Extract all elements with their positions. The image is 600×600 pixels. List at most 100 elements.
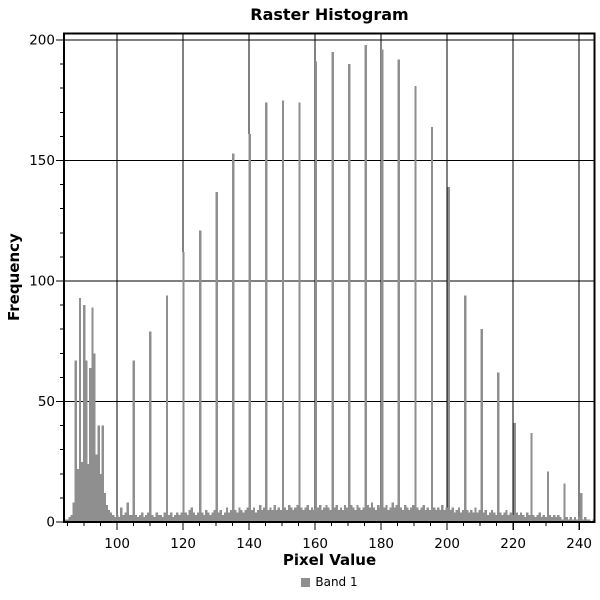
histogram-bar [271,509,274,522]
histogram-bar [93,353,96,522]
histogram-bar [329,509,332,522]
histogram-bar [341,509,345,522]
histogram-bar [250,509,254,522]
histogram-bar [147,512,150,522]
histogram-bar [178,514,181,522]
histogram-bar [219,509,222,522]
histogram-bar [536,514,539,522]
histogram-bar [374,509,378,522]
histogram-bar [468,512,471,522]
histogram-bar [66,519,69,522]
histogram-bar [176,512,179,522]
histogram-bar [283,507,287,522]
histogram-bar [312,509,316,522]
histogram-bar [97,425,100,522]
histogram-bar [579,493,583,522]
x-tick-label: 180 [368,536,394,552]
histogram-bar [379,507,382,522]
histogram-bar [524,517,527,522]
x-tick-label: 200 [434,536,460,552]
histogram-bar [459,512,463,522]
histogram-bar [74,360,78,522]
histogram-bar [544,517,548,522]
histogram-bar [586,519,589,522]
histogram-bar [474,507,477,522]
histogram-bar [194,514,198,522]
histogram-bar [476,512,479,522]
legend-label-band1: Band 1 [315,575,358,589]
histogram-bar [335,505,338,522]
histogram-bar [310,507,314,522]
histogram-bar [515,512,519,522]
histogram-bar [101,425,104,522]
plot-frame [63,32,596,523]
histogram-bar [449,509,452,522]
histogram-bar [80,461,84,522]
histogram-bar [130,514,133,522]
histogram-bar [532,514,535,522]
histogram-bar [582,519,585,522]
histogram-bar [242,512,245,522]
histogram-bar [221,514,225,522]
histogram-bar [406,507,409,522]
histogram-bar [155,512,158,522]
histogram-bar [503,512,506,522]
histogram-bar [540,517,543,522]
histogram-bar [304,507,307,522]
histogram-bar [64,519,67,522]
histogram-bar [180,512,183,522]
histogram-bar [159,514,162,522]
histogram-bar [348,64,351,522]
histogram-bar [399,507,403,522]
histogram-bar [482,512,485,522]
histogram-bar [588,519,591,522]
histogram-bar [360,509,363,522]
histogram-bar [356,505,359,522]
histogram-bar [387,509,390,522]
histogram-bar [528,514,531,522]
histogram-bar [428,509,432,522]
y-tick-label: 50 [38,394,55,410]
histogram-bar [292,509,295,522]
histogram-bar [207,512,210,522]
histogram-bar [285,509,289,522]
histogram-bar [302,509,305,522]
histogram-bar [441,505,444,522]
histogram-bar [248,133,251,523]
legend-marker-band1 [301,577,311,587]
histogram-bar [457,507,461,522]
histogram-bar [364,44,367,522]
histogram-bar [269,507,272,522]
histogram-bar [366,505,369,522]
histogram-bar [534,517,537,522]
histogram-bar [111,514,115,522]
histogram-bar [256,509,260,522]
histogram-bar [198,230,202,523]
histogram-bar [372,507,376,522]
histogram-bar [393,507,396,522]
histogram-bar [480,329,483,522]
histogram-bar [174,514,177,522]
histogram-bar [401,509,405,522]
histogram-bar [553,514,556,522]
histogram-bar [172,517,175,522]
histogram-bar [308,509,312,522]
histogram-bar [107,509,111,522]
histogram-bar [420,507,423,522]
histogram-bar [499,512,502,522]
histogram-bar [138,514,142,522]
histogram-bar [526,512,529,522]
histogram-bar [118,517,121,522]
histogram-bar [492,512,496,522]
histogram-bar [418,509,421,522]
histogram-bar [161,517,164,522]
histogram-bar [95,454,98,522]
histogram-bar [140,512,144,522]
histogram-bar [563,483,566,522]
histogram-bar [542,514,546,522]
histogram-bar [546,471,550,522]
histogram-bar [182,252,185,522]
histogram-bar [517,514,521,522]
histogram-bar [184,512,187,522]
